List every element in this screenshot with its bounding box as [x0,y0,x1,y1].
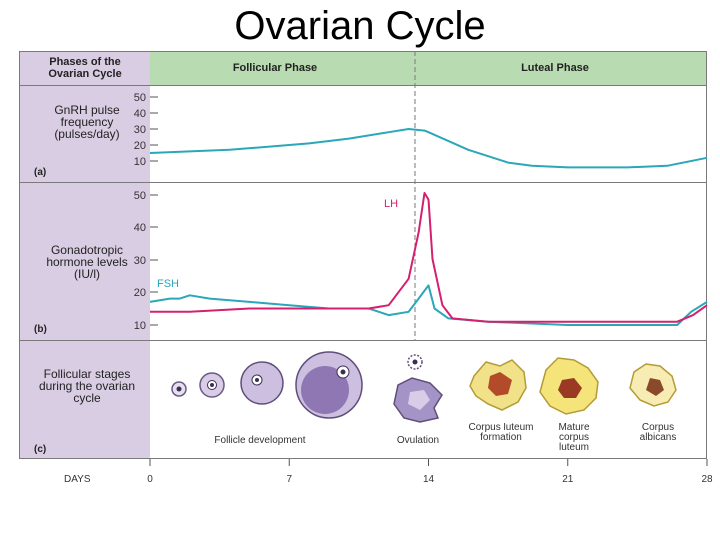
day-tick-label-21: 21 [562,474,574,485]
hormone-lines [149,192,708,326]
follicle-stage-2 [199,372,225,398]
follicle-stage-4 [295,351,363,419]
y-tick-label-a-50: 50 [134,92,146,104]
ovulation-label: Ovulation [397,435,439,446]
phase-header [150,51,707,85]
gnrh-axis: 10 20 30 40 50 [134,92,158,168]
day-tick-label-14: 14 [423,474,435,485]
sidebar [19,51,150,459]
divider-bc [19,340,707,341]
page-title: Ovarian Cycle [234,4,486,48]
phases-label: Phases of the Ovarian Cycle [48,56,122,80]
day-tick-label-28: 28 [701,474,713,485]
gonadotropic-label: Gonadotropic hormone levels (IU/l) [46,243,128,281]
corpus-luteum-forming [469,359,527,411]
y-tick-label-b-20: 20 [134,287,146,299]
lh-series-label: LH [384,198,398,210]
lh-line [150,192,708,323]
gnrh-label: GnRH pulse frequency (pulses/day) [54,103,120,141]
fsh-line [149,284,708,326]
hormone-axis: 10 20 30 40 50 [134,190,158,332]
y-tick-label-b-40: 40 [134,222,146,234]
day-tick-label-0: 0 [147,474,153,485]
fsh-series-label: FSH [157,278,179,290]
panel-b-letter: (b) [34,324,47,335]
follicular-phase-label: Follicular Phase [232,62,318,74]
panel-a-letter: (a) [34,167,47,178]
divider-header [19,85,707,86]
luteal-phase-label: Luteal Phase [521,62,589,74]
mature-corpus-luteum [539,357,599,415]
follicular-stages-label: Follicular stages during the ovarian cyc… [38,367,136,405]
corpus-albicans-label: Corpus albicans [639,423,677,443]
follicle-stage-1 [171,381,187,397]
gnrh-line [149,128,708,169]
ruptured-follicle [393,377,443,423]
follicle-development-label: Follicle development [214,435,305,446]
y-tick-label-a-20: 20 [134,140,146,152]
ovulation-oocyte [407,354,423,370]
y-tick-label-b-10: 10 [134,320,146,332]
mature-corpus-luteum-label: Mature corpus luteum [558,423,590,453]
corpus-luteum-formation-label: Corpus luteum formation [468,423,534,443]
gnrh-lines [149,128,708,169]
day-tick-label-7: 7 [286,474,292,485]
y-tick-label-b-30: 30 [134,255,146,267]
days-axis: 0 7 14 21 28 [147,459,713,485]
y-tick-label-a-30: 30 [134,124,146,136]
panel-c-letter: (c) [34,444,47,455]
y-tick-label-a-40: 40 [134,108,146,120]
days-label: DAYS [64,474,91,485]
chart-frame [19,51,707,459]
follicle-stage-3 [240,361,284,405]
y-tick-label-b-50: 50 [134,190,146,202]
corpus-albicans [629,363,677,407]
divider-ab [19,182,707,183]
y-tick-label-a-10: 10 [134,156,146,168]
